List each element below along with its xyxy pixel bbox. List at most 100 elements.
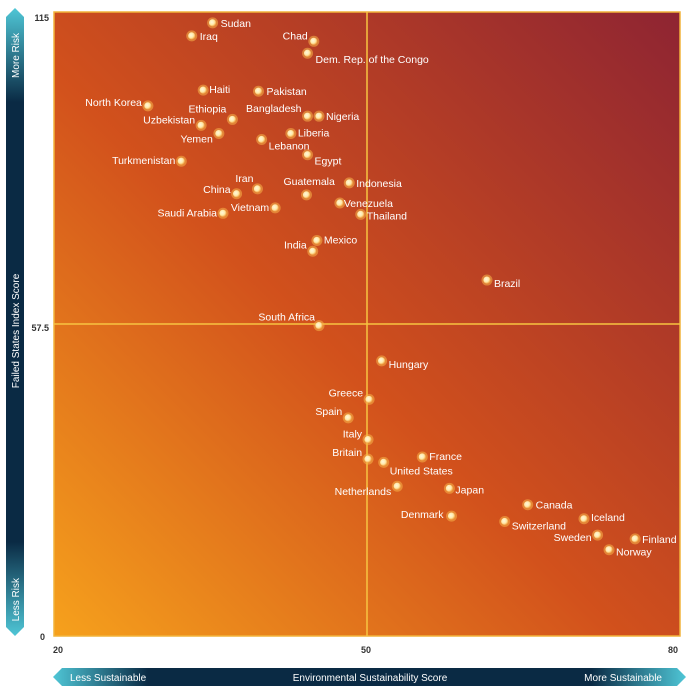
- data-point: [271, 204, 279, 212]
- data-point: [344, 414, 352, 422]
- data-point: [287, 129, 295, 138]
- data-point: [345, 179, 353, 187]
- data-point: [258, 135, 266, 144]
- data-point: [364, 455, 372, 463]
- data-point: [378, 357, 386, 365]
- data-point-label: Britain: [332, 447, 362, 459]
- data-point: [605, 546, 613, 554]
- data-point-label: North Korea: [85, 97, 142, 109]
- data-point-label: Haiti: [209, 84, 230, 96]
- data-point-label: Japan: [455, 484, 484, 496]
- data-point-label: Turkmenistan: [112, 155, 175, 167]
- data-point-label: Sweden: [554, 532, 592, 544]
- data-point: [315, 322, 323, 330]
- data-point: [188, 32, 196, 40]
- data-point-label: Guatemala: [283, 176, 335, 188]
- data-point: [357, 210, 365, 218]
- data-point: [447, 512, 456, 520]
- data-point-label: Iraq: [200, 31, 218, 43]
- data-point-label: France: [429, 451, 462, 463]
- data-point-label: Yemen: [181, 134, 213, 146]
- data-point: [365, 395, 373, 404]
- data-point-label: Pakistan: [266, 86, 306, 98]
- data-point: [580, 515, 588, 523]
- data-point-label: Denmark: [401, 509, 444, 521]
- data-point-label: United States: [390, 465, 453, 477]
- data-point-label: Iran: [235, 173, 253, 185]
- data-point: [501, 517, 509, 526]
- data-point-label: Italy: [343, 429, 363, 441]
- data-point-label: Saudi Arabia: [157, 207, 217, 219]
- y-axis-bar: [6, 8, 24, 636]
- data-point: [303, 49, 312, 57]
- data-point-label: Vietnam: [231, 202, 270, 214]
- data-point: [215, 129, 223, 138]
- data-point: [219, 209, 227, 217]
- data-point-label: Bangladesh: [246, 103, 302, 115]
- data-point-label: Indonesia: [356, 178, 402, 190]
- data-point-label: India: [284, 239, 307, 251]
- data-point: [302, 191, 311, 199]
- data-point: [593, 531, 602, 539]
- data-point-label: Venezuela: [344, 198, 393, 210]
- data-point: [253, 185, 262, 193]
- data-point-label: Iceland: [591, 512, 625, 524]
- data-point: [228, 115, 237, 124]
- data-point: [524, 501, 532, 509]
- x-tick-mid: 50: [361, 645, 371, 655]
- data-point-label: Chad: [283, 30, 308, 42]
- data-point-label: Mexico: [324, 234, 357, 246]
- data-point-label: Switzerland: [512, 521, 566, 533]
- x-axis-bar: [53, 668, 686, 686]
- data-point: [483, 276, 491, 284]
- data-point-label: Finland: [642, 534, 677, 546]
- data-point-label: Spain: [315, 406, 342, 418]
- data-point: [418, 453, 426, 461]
- data-point: [336, 199, 344, 207]
- data-point: [631, 535, 639, 543]
- y-axis-bottom-label: Less Risk: [11, 577, 22, 621]
- data-point-label: Hungary: [389, 359, 429, 371]
- data-point-label: Norway: [616, 547, 652, 559]
- y-tick-bottom: 0: [40, 632, 45, 642]
- data-point-label: Liberia: [298, 128, 330, 140]
- data-point: [310, 37, 318, 45]
- data-point-label: Canada: [536, 500, 573, 512]
- data-point: [309, 247, 317, 255]
- x-axis-title: Environmental Sustainability Score: [293, 673, 448, 684]
- data-point-label: Dem. Rep. of the Congo: [316, 54, 429, 66]
- data-point-label: Lebanon: [269, 141, 310, 153]
- y-axis-title: Failed States Index Score: [11, 273, 22, 388]
- data-point-label: Netherlands: [335, 486, 392, 498]
- data-point-label: China: [203, 184, 231, 196]
- data-point: [364, 435, 372, 444]
- data-point: [445, 484, 454, 493]
- data-point-label: Brazil: [494, 278, 520, 290]
- data-point: [313, 236, 321, 245]
- x-axis-left-label: Less Sustainable: [70, 673, 147, 684]
- data-point-label: Thailand: [367, 210, 407, 222]
- x-axis-right-label: More Sustainable: [584, 673, 662, 684]
- data-point-label: Greece: [329, 387, 364, 399]
- data-point-label: South Africa: [258, 312, 315, 324]
- data-point: [144, 102, 152, 110]
- data-point: [303, 112, 312, 120]
- x-tick-left: 20: [53, 645, 63, 655]
- data-point: [254, 87, 263, 95]
- data-point: [380, 458, 388, 466]
- data-point: [199, 86, 207, 94]
- data-point-label: Sudan: [221, 18, 252, 30]
- data-point-label: Egypt: [315, 156, 342, 168]
- y-tick-top: 115: [34, 13, 49, 23]
- y-tick-mid: 57.5: [31, 323, 49, 333]
- data-point: [232, 190, 241, 198]
- data-point-label: Nigeria: [326, 111, 359, 123]
- x-tick-right: 80: [668, 645, 678, 655]
- data-point: [315, 112, 323, 120]
- y-axis-top-label: More Risk: [11, 32, 22, 78]
- data-point: [197, 121, 205, 130]
- data-point-label: Ethiopia: [188, 103, 226, 115]
- data-point: [393, 482, 401, 490]
